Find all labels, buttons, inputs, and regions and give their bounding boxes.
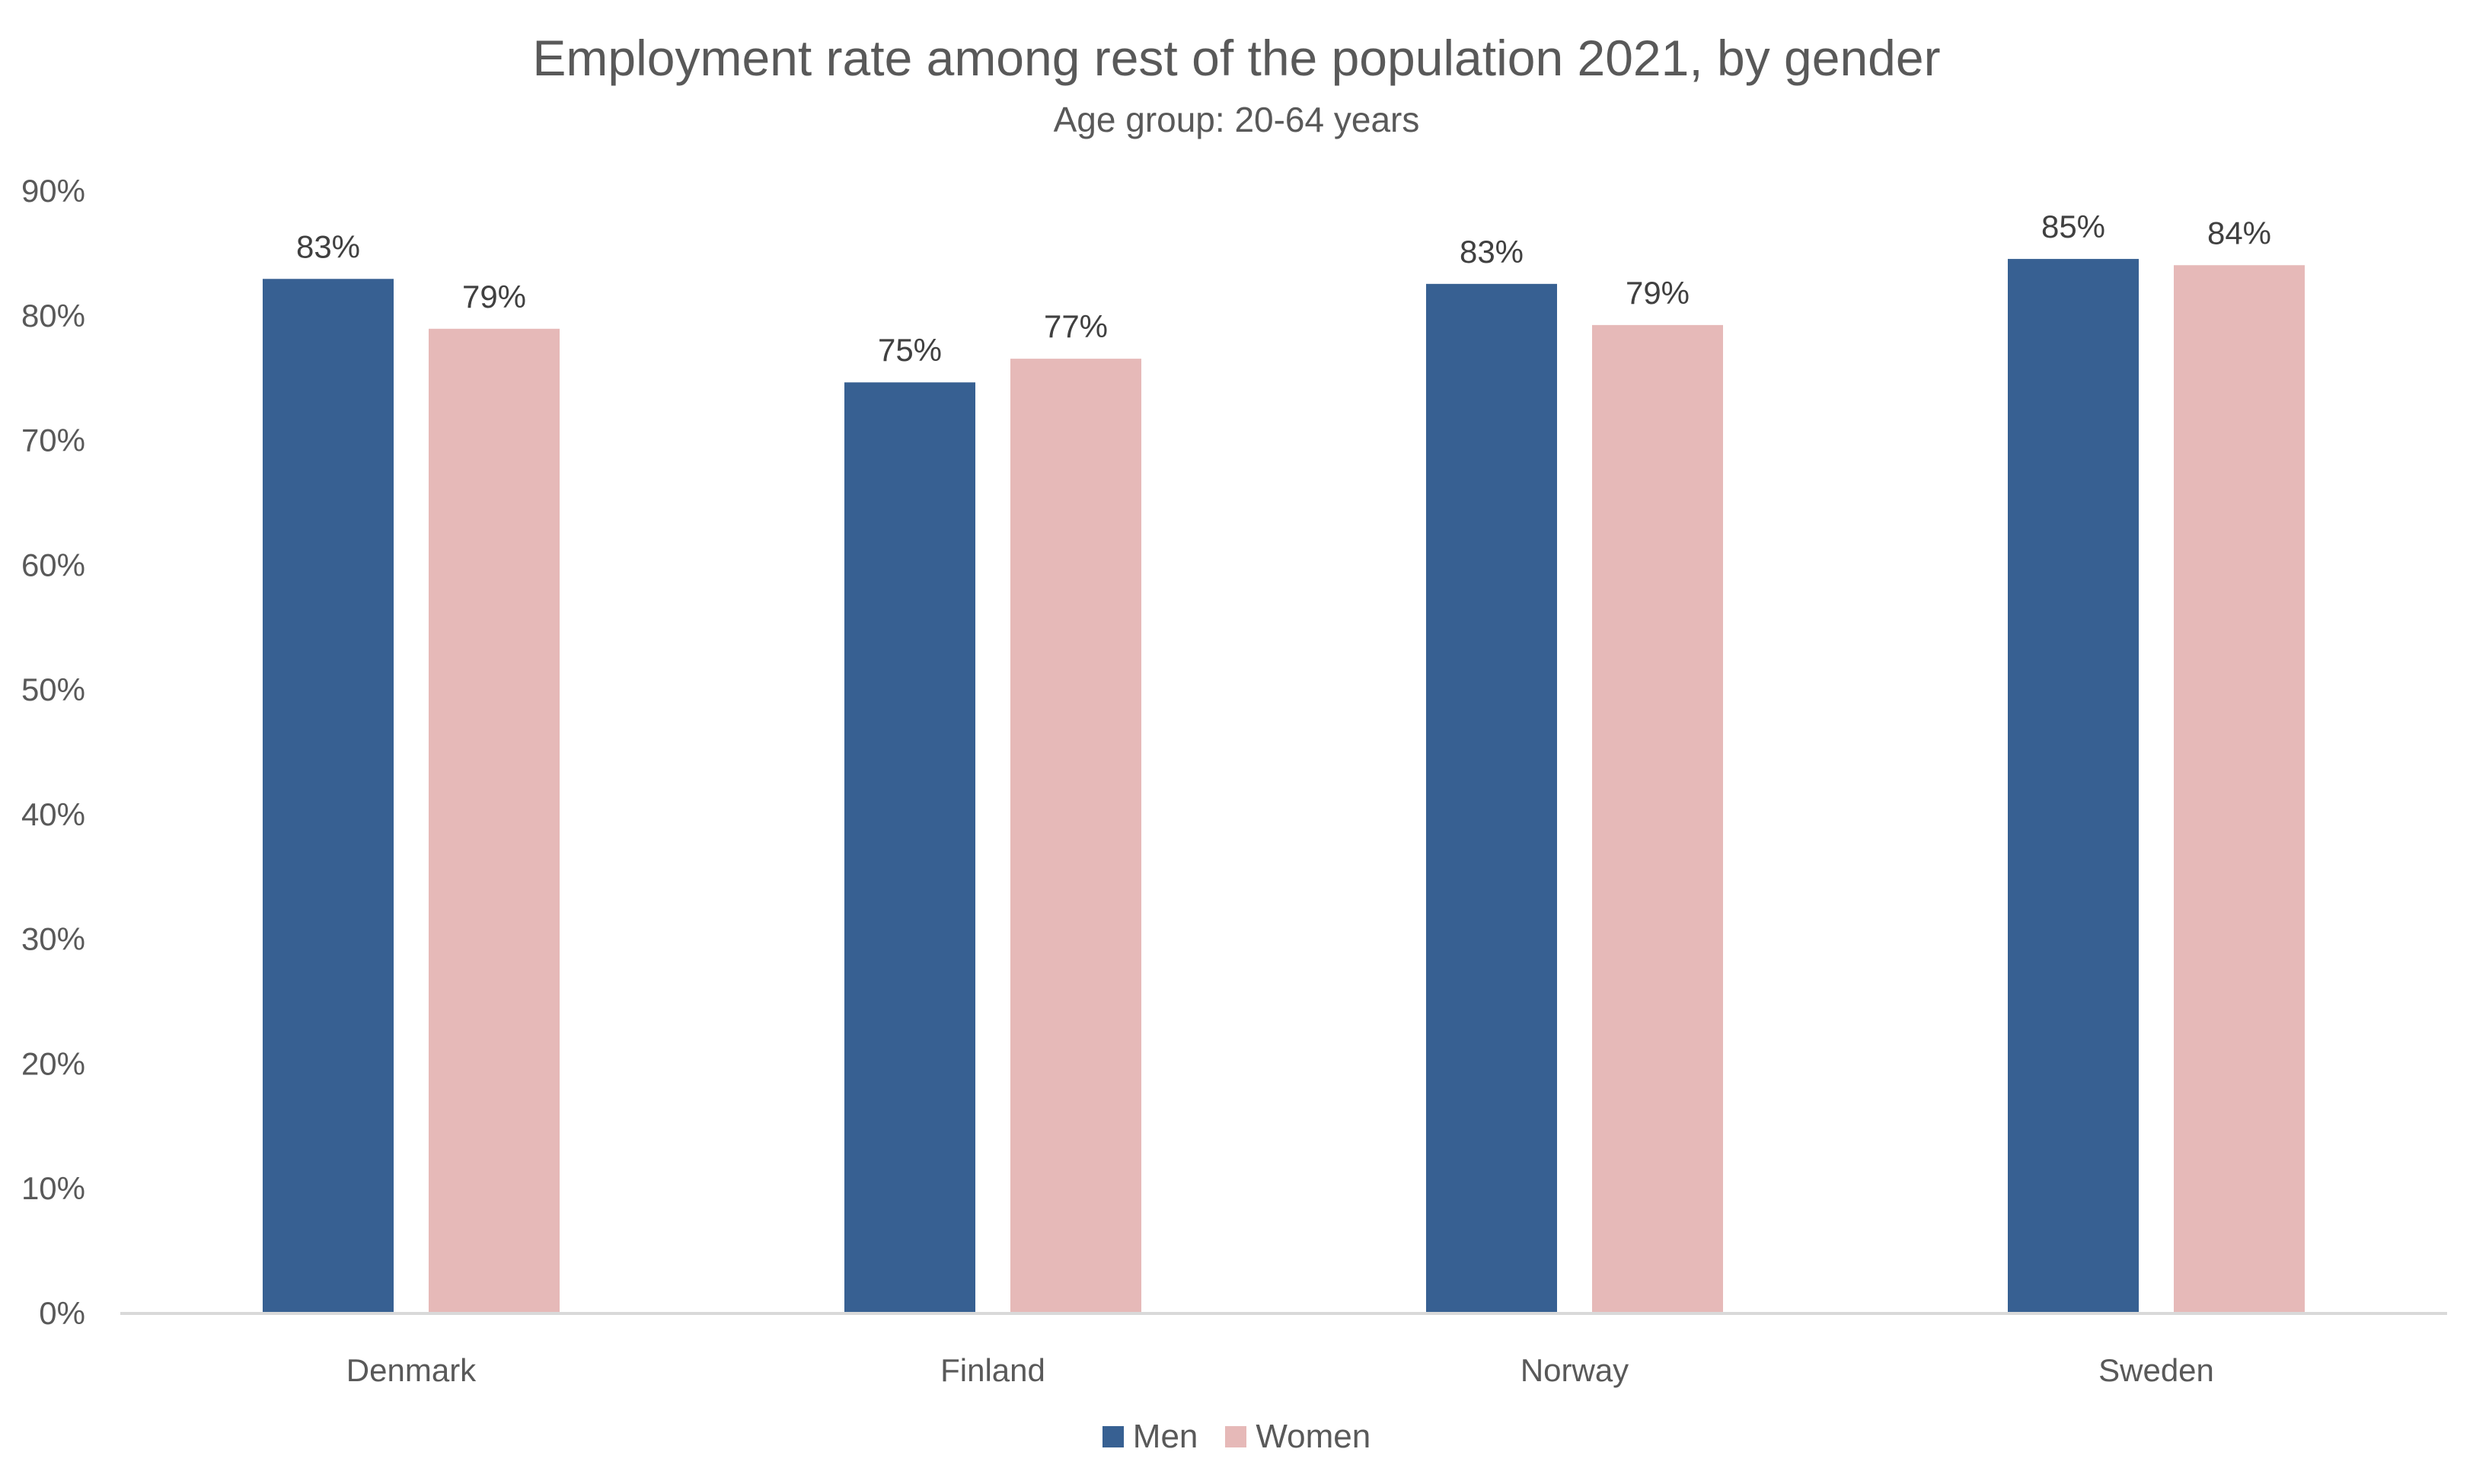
y-tick-label: 40%	[21, 796, 85, 832]
y-tick-label: 60%	[21, 547, 85, 582]
legend-item-men: Men	[1102, 1418, 1198, 1456]
data-label: 77%	[1044, 308, 1108, 344]
data-label: 83%	[1460, 234, 1524, 270]
bar-women-sweden	[2174, 265, 2305, 1313]
bar-men-finland	[844, 382, 975, 1313]
legend-swatch-women	[1225, 1426, 1247, 1447]
bar-women-norway	[1592, 324, 1723, 1313]
bar-men-sweden	[2008, 259, 2139, 1313]
data-label: 83%	[296, 228, 360, 264]
bar-women-finland	[1010, 359, 1141, 1313]
y-tick-label: 30%	[21, 921, 85, 957]
x-category-label: Denmark	[346, 1352, 477, 1388]
legend-item-women: Women	[1225, 1418, 1371, 1456]
bar-women-denmark	[429, 328, 560, 1313]
legend-swatch-men	[1102, 1426, 1124, 1447]
data-label: 79%	[1626, 275, 1690, 311]
legend-label-women: Women	[1256, 1418, 1371, 1455]
y-tick-label: 90%	[21, 173, 85, 209]
data-label: 85%	[2041, 209, 2105, 244]
y-tick-label: 20%	[21, 1045, 85, 1081]
y-tick-label: 80%	[21, 298, 85, 334]
legend-label-men: Men	[1132, 1418, 1198, 1455]
data-label: 75%	[878, 332, 942, 368]
data-label: 84%	[2207, 215, 2271, 251]
x-category-label: Sweden	[2098, 1352, 2214, 1388]
y-tick-label: 10%	[21, 1170, 85, 1206]
bars: 83% 79% 75% 77% 83% 79% 85% 84%	[263, 209, 2305, 1313]
legend: Men Women	[0, 1418, 2473, 1456]
x-category-label: Finland	[940, 1352, 1045, 1388]
data-label: 79%	[462, 279, 526, 314]
y-tick-label: 50%	[21, 672, 85, 707]
bar-men-denmark	[263, 279, 394, 1313]
y-tick-label: 0%	[39, 1295, 85, 1331]
bar-men-norway	[1426, 283, 1557, 1313]
x-category-label: Norway	[1520, 1352, 1629, 1388]
chart-title: Employment rate among rest of the popula…	[532, 30, 1941, 86]
chart-subtitle: Age group: 20-64 years	[1053, 100, 1420, 139]
y-axis: 0% 10% 20% 30% 40% 50% 60% 70% 80% 90%	[21, 173, 85, 1331]
x-axis: Denmark Finland Norway Sweden	[120, 1312, 2447, 1388]
y-tick-label: 70%	[21, 423, 85, 458]
